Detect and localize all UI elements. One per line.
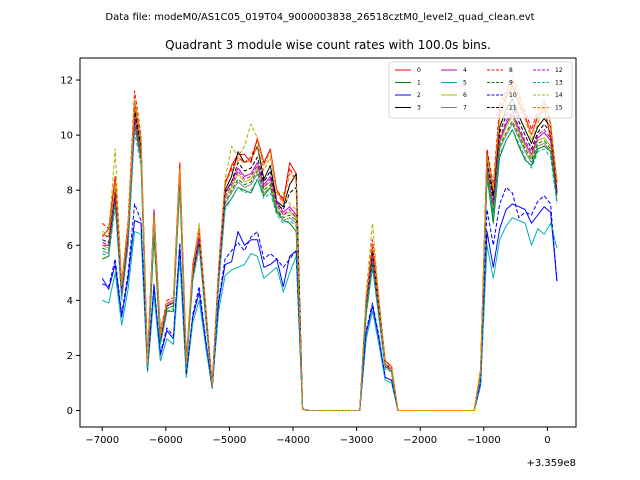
y-tick-label: 0 bbox=[67, 406, 73, 417]
y-tick-label: 12 bbox=[60, 76, 73, 87]
axes-frame bbox=[79, 57, 577, 428]
legend-label: 5 bbox=[463, 80, 467, 87]
chart-title: Quadrant 3 module wise count rates with … bbox=[165, 38, 491, 52]
legend-label: 7 bbox=[463, 105, 467, 112]
series-layer bbox=[101, 74, 558, 411]
legend-box bbox=[388, 61, 573, 119]
legend-label: 8 bbox=[509, 67, 513, 74]
series-line-10 bbox=[102, 186, 558, 411]
legend-label: 12 bbox=[555, 67, 563, 74]
legend-label: 15 bbox=[555, 105, 563, 112]
x-offset-text: +3.359e8 bbox=[526, 458, 576, 469]
x-tick-label: −7000 bbox=[85, 435, 119, 446]
y-tick-label: 2 bbox=[67, 351, 73, 362]
x-axis: −7000 −6000 −5000 −4000 −3000 −2000 −1000 0 bbox=[85, 427, 551, 446]
legend-label: 1 bbox=[417, 80, 421, 87]
legend-label: 3 bbox=[417, 105, 421, 112]
x-tick-label: −3000 bbox=[340, 435, 374, 446]
x-tick-label: 0 bbox=[544, 435, 550, 446]
legend-label: 0 bbox=[417, 67, 421, 74]
legend-label: 9 bbox=[509, 80, 513, 87]
series-line-15 bbox=[102, 87, 558, 411]
x-tick-label: −5000 bbox=[213, 435, 247, 446]
legend-label: 14 bbox=[555, 92, 563, 99]
x-tick-label: −6000 bbox=[149, 435, 183, 446]
legend-label: 2 bbox=[417, 92, 421, 99]
legend-label: 6 bbox=[463, 92, 467, 99]
figure-suptitle: Data file: modeM0/AS1C05_019T04_90000038… bbox=[105, 12, 534, 23]
x-tick-label: −1000 bbox=[467, 435, 501, 446]
legend-label: 11 bbox=[509, 105, 517, 112]
y-tick-label: 8 bbox=[67, 186, 73, 197]
y-tick-label: 4 bbox=[67, 296, 73, 307]
x-tick-label: −2000 bbox=[403, 435, 437, 446]
y-tick-label: 10 bbox=[60, 131, 73, 142]
legend-label: 13 bbox=[555, 80, 563, 87]
x-tick-label: −4000 bbox=[276, 435, 310, 446]
y-axis: 0 2 4 6 8 10 12 bbox=[60, 76, 80, 417]
legend-label: 4 bbox=[463, 67, 467, 74]
legend-label: 10 bbox=[509, 92, 517, 99]
y-tick-label: 6 bbox=[67, 241, 73, 252]
